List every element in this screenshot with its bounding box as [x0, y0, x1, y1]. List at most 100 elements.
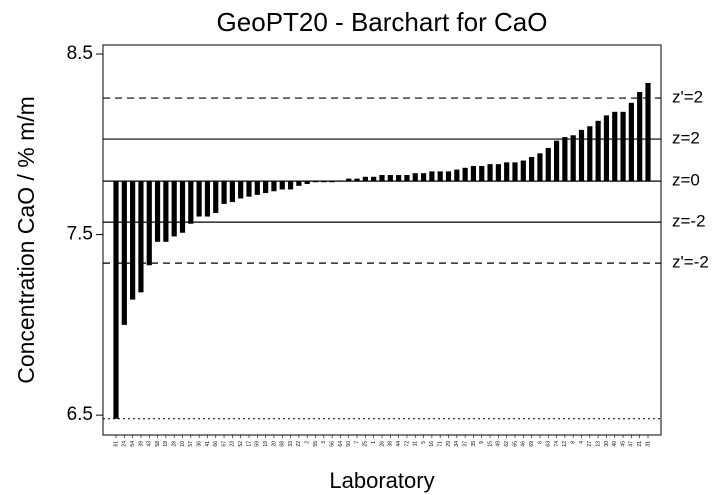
bar [504, 162, 510, 182]
bar [603, 115, 610, 182]
x-tick-label: 1 [371, 441, 377, 444]
bar [254, 181, 260, 195]
x-tick-label: 20 [271, 441, 277, 447]
x-tick-label: 35 [471, 441, 477, 447]
x-tick-label: 56 [329, 441, 335, 447]
x-tick-label: 54 [130, 441, 136, 447]
bar [113, 181, 119, 419]
bar [188, 181, 194, 224]
reference-label: z=-2 [672, 212, 706, 231]
bar [537, 153, 543, 182]
bar [445, 171, 452, 182]
bar [529, 156, 535, 182]
x-tick-label: 37 [462, 441, 468, 447]
bar [545, 147, 551, 182]
reference-label: z'=-2 [672, 253, 709, 272]
bar [362, 176, 368, 182]
bar [163, 181, 169, 242]
y-axis-label: Concentration CaO / % m/m [13, 96, 39, 384]
x-tick-label: 63 [546, 441, 552, 447]
x-tick-label: 64 [338, 441, 344, 447]
x-tick-label: 52 [238, 441, 244, 447]
bar [578, 129, 585, 182]
bar [154, 181, 161, 242]
bar [138, 181, 144, 293]
bar [429, 171, 435, 182]
reference-label: z=0 [672, 171, 700, 190]
x-tick-label: 43 [147, 441, 153, 447]
bar [171, 181, 177, 237]
bar [454, 169, 460, 182]
x-tick-label: 21 [637, 441, 643, 447]
x-tick-label: 74 [554, 441, 560, 447]
bar [479, 165, 485, 182]
x-tick-label: 11 [413, 441, 419, 446]
x-tick-label: 61 [113, 441, 119, 447]
plot-frame [102, 44, 662, 436]
x-tick-label: 30 [604, 441, 610, 447]
x-tick-label: 6 [537, 441, 543, 444]
x-tick-label: 45 [620, 441, 626, 447]
x-tick-label: 71 [438, 441, 444, 447]
x-tick-label: 33 [288, 441, 294, 447]
x-tick-label: 31 [645, 441, 651, 447]
x-tick-label: 72 [404, 441, 410, 447]
bar [637, 91, 643, 182]
x-tick-label: 36 [196, 441, 202, 447]
bar [595, 120, 601, 182]
bar [371, 176, 377, 182]
x-tick-label: 50 [346, 441, 352, 447]
bar [354, 178, 360, 182]
x-tick-label: 10 [180, 441, 186, 447]
bar [379, 175, 385, 182]
x-tick-label: 68 [280, 441, 286, 447]
bar [229, 181, 235, 203]
bar [321, 181, 327, 183]
bar [412, 173, 418, 182]
y-tick-label: 6.5 [67, 404, 93, 425]
bar [271, 181, 277, 192]
x-tick-label: 15 [487, 441, 493, 447]
chart-title: GeoPT20 - Barchart for CaO [217, 7, 548, 37]
x-tick-label: 40 [612, 441, 618, 447]
x-tick-label: 13 [595, 441, 601, 447]
y-tick-label: 8.5 [67, 43, 93, 64]
x-tick-label: 9 [479, 441, 485, 444]
x-tick-label: 27 [587, 441, 593, 447]
bar [279, 181, 285, 190]
bar [312, 181, 319, 183]
x-tick-label: 49 [496, 441, 502, 447]
bar [346, 178, 352, 182]
bar [396, 175, 402, 182]
bar [204, 181, 211, 217]
bar [404, 175, 410, 182]
x-tick-label: 18 [163, 441, 169, 447]
x-tick-label: 28 [172, 441, 178, 447]
bar [263, 181, 269, 194]
bar [337, 180, 344, 182]
x-tick-label: 44 [396, 441, 402, 447]
x-tick-label: 3 [321, 441, 327, 444]
bar [495, 164, 501, 182]
bar [329, 181, 335, 183]
x-tick-label: 34 [454, 441, 460, 447]
x-tick-label: 25 [363, 441, 369, 447]
x-tick-label: 57 [188, 441, 194, 447]
x-tick-label: 69 [529, 441, 535, 447]
x-tick-label: 47 [629, 441, 635, 447]
x-tick-label: 8 [571, 441, 577, 444]
bar [287, 181, 294, 190]
bar [213, 181, 219, 213]
x-tick-label: 58 [155, 441, 161, 447]
reference-label: z'=2 [672, 88, 703, 107]
bar [437, 171, 443, 182]
x-axis-label: Laboratory [329, 468, 434, 493]
x-tick-label: 2 [305, 441, 311, 444]
x-tick-label: 39 [138, 441, 144, 447]
bar [628, 102, 634, 182]
bar [146, 181, 152, 266]
x-tick-label: 55 [313, 441, 319, 447]
x-tick-label: 46 [521, 441, 527, 447]
bar [562, 137, 568, 182]
